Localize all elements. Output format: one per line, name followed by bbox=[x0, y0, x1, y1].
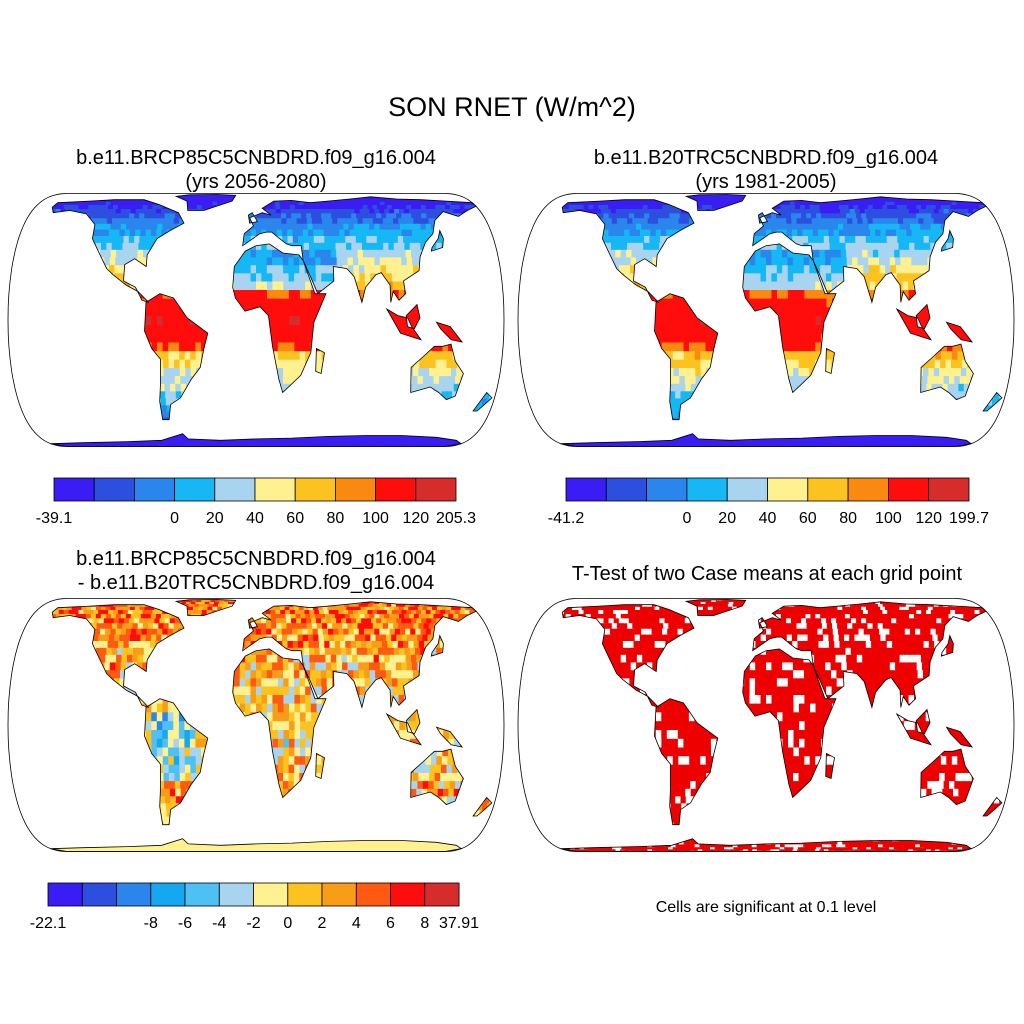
panel-ttest-grid-cells bbox=[560, 599, 1002, 852]
panel-historical-colorbar-label: 20 bbox=[718, 510, 736, 527]
panel-difference-colorbar: -22.1 -8 -6 -4 -2 0 2 4 6 8 37.91 bbox=[30, 882, 479, 932]
panel-historical-colorbar-box bbox=[646, 477, 688, 502]
panel-difference-colorbar-box bbox=[81, 882, 118, 907]
panel-historical-colorbar: -41.2 0 20 40 60 80 100 120 199.7 bbox=[548, 477, 989, 527]
panel-difference-colorbar-box bbox=[116, 882, 152, 907]
panel-difference-colorbar-box bbox=[184, 882, 220, 907]
panel-difference-colorbar-label: -6 bbox=[178, 915, 192, 932]
panel-ttest-coastlines bbox=[560, 599, 1003, 852]
panel-difference-colorbar-label: 4 bbox=[352, 915, 361, 932]
panel-difference-colorbar-label: 6 bbox=[386, 915, 395, 932]
panel-historical-coastlines bbox=[560, 194, 1003, 447]
panel-ttest-map-border bbox=[517, 598, 1015, 852]
panel-ttest-title: T-Test of two Case means at each grid po… bbox=[517, 562, 1017, 586]
panel-historical-colorbar-label: -41.2 bbox=[548, 510, 585, 527]
main-title: SON RNET (W/m^2) bbox=[388, 92, 636, 122]
panel-difference-title: b.e11.BRCP85C5CNBDRD.f09_g16.004 - b.e11… bbox=[6, 547, 506, 595]
panel-historical-colorbar-label: 40 bbox=[759, 510, 777, 527]
panel-ttest-map bbox=[517, 598, 1015, 852]
panel-future-colorbar-label: 100 bbox=[362, 510, 389, 527]
panel-future-colorbar-box bbox=[93, 477, 135, 502]
panel-historical-colorbar-box bbox=[807, 477, 849, 502]
panel-historical-title: b.e11.B20TRC5CNBDRD.f09_g16.004 (yrs 198… bbox=[516, 146, 1016, 194]
panel-historical-colorbar-box bbox=[928, 477, 970, 502]
panel-future-title: b.e11.BRCP85C5CNBDRD.f09_g16.004 (yrs 20… bbox=[6, 146, 506, 194]
panel-ttest-title-line-1: T-Test of two Case means at each grid po… bbox=[571, 563, 963, 585]
panel-difference-colorbar-label: -2 bbox=[246, 915, 260, 932]
panel-historical-colorbar-box bbox=[686, 477, 728, 502]
panel-future-coastlines bbox=[50, 194, 493, 447]
panel-historical-title-line-1: b.e11.B20TRC5CNBDRD.f09_g16.004 bbox=[593, 147, 939, 169]
panel-difference-colorbar-box bbox=[150, 882, 186, 907]
significance-note: Cells are significant at 0.1 level bbox=[655, 899, 877, 916]
panel-future-colorbar-label: 40 bbox=[246, 510, 264, 527]
panel-future-colorbar-label: 120 bbox=[402, 510, 429, 527]
panel-historical-colorbar-label: 60 bbox=[799, 510, 817, 527]
panel-historical-colorbar-box bbox=[726, 477, 768, 502]
panel-difference-map bbox=[7, 598, 505, 852]
panel-historical-title-line-2: (yrs 1981-2005) bbox=[695, 171, 837, 193]
panel-historical-colorbar-label: 100 bbox=[875, 510, 902, 527]
panel-difference-title-line-2: - b.e11.B20TRC5CNBDRD.f09_g16.004 bbox=[77, 572, 435, 594]
panel-difference-colorbar-box bbox=[218, 882, 255, 907]
panel-future-colorbar-box bbox=[375, 477, 417, 502]
panel-difference-title-line-1: b.e11.BRCP85C5CNBDRD.f09_g16.004 bbox=[76, 548, 436, 570]
panel-difference-colorbar-box bbox=[390, 882, 426, 907]
panel-historical-colorbar-label: 199.7 bbox=[949, 510, 989, 527]
panel-future-colorbar-box bbox=[174, 477, 216, 502]
panel-difference-grid-cells bbox=[50, 599, 492, 852]
panel-historical-grid-cells bbox=[560, 194, 1002, 447]
panel-future-colorbar-label: 60 bbox=[286, 510, 304, 527]
panel-historical-colorbar-label: 80 bbox=[839, 510, 857, 527]
panel-difference-colorbar-box bbox=[321, 882, 357, 907]
panel-historical-colorbar-box bbox=[605, 477, 647, 502]
panel-historical-colorbar-label: 120 bbox=[915, 510, 942, 527]
panel-historical-map-border bbox=[517, 193, 1015, 447]
panel-historical-colorbar-box bbox=[565, 477, 607, 502]
panel-future-colorbar-box bbox=[133, 477, 175, 502]
panel-difference-colorbar-box bbox=[424, 882, 460, 907]
panel-difference-colorbar-box bbox=[253, 882, 289, 907]
panel-future-map-border bbox=[7, 193, 505, 447]
panel-historical-colorbar-box bbox=[847, 477, 889, 502]
panel-difference-colorbar-label: 37.91 bbox=[439, 915, 479, 932]
panel-difference-colorbar-label: -4 bbox=[212, 915, 226, 932]
panel-future-colorbar-box bbox=[334, 477, 376, 502]
panel-future-title-line-2: (yrs 2056-2080) bbox=[185, 171, 327, 193]
panel-future-colorbar-box bbox=[53, 477, 95, 502]
panel-future-colorbar-box bbox=[294, 477, 336, 502]
panel-difference-colorbar-label: -8 bbox=[144, 915, 158, 932]
panel-historical-colorbar-label: 0 bbox=[682, 510, 691, 527]
panel-future-colorbar-box bbox=[214, 477, 256, 502]
panel-difference-colorbar-box bbox=[355, 882, 391, 907]
panel-future-colorbar-label: 20 bbox=[206, 510, 224, 527]
panel-difference-colorbar-label: -22.1 bbox=[30, 915, 67, 932]
panel-future-title-line-1: b.e11.BRCP85C5CNBDRD.f09_g16.004 bbox=[76, 147, 436, 169]
panel-historical-colorbar-box bbox=[767, 477, 809, 502]
panel-future-colorbar-label: 0 bbox=[170, 510, 179, 527]
panel-difference-colorbar-box bbox=[287, 882, 323, 907]
panel-future-colorbar-label: 205.3 bbox=[436, 510, 476, 527]
panel-future-colorbar: -39.1 0 20 40 60 80 100 120 205.3 bbox=[36, 477, 476, 527]
panel-future-grid-cells bbox=[50, 194, 492, 447]
panel-future-colorbar-label: 80 bbox=[327, 510, 345, 527]
panel-historical-colorbar-box bbox=[888, 477, 930, 502]
panel-future-colorbar-label: -39.1 bbox=[36, 510, 73, 527]
panel-future-colorbar-box bbox=[415, 477, 457, 502]
panel-difference-map-border bbox=[7, 598, 505, 852]
panel-future-map bbox=[7, 193, 505, 447]
panel-historical-map bbox=[517, 193, 1015, 447]
panel-difference-colorbar-label: 0 bbox=[283, 915, 292, 932]
panel-difference-colorbar-label: 2 bbox=[318, 915, 327, 932]
panel-difference-colorbar-label: 8 bbox=[420, 915, 429, 932]
panel-difference-coastlines bbox=[50, 599, 493, 852]
panel-difference-colorbar-box bbox=[47, 882, 83, 907]
panel-future-colorbar-box bbox=[254, 477, 296, 502]
